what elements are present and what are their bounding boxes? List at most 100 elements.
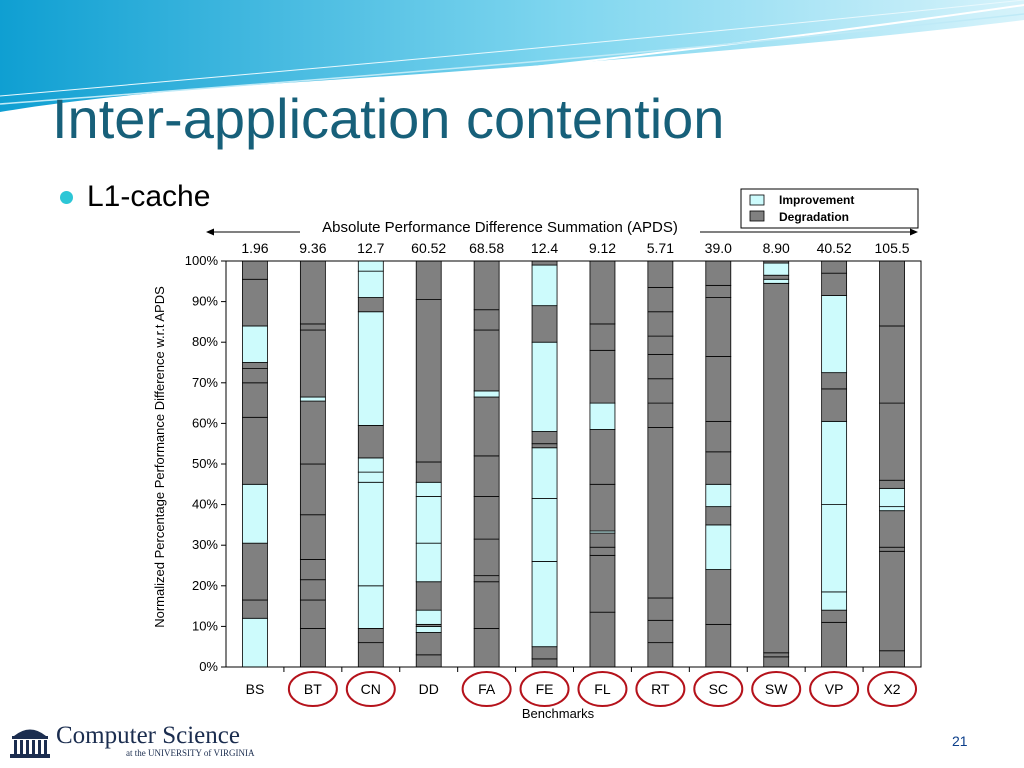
bar-segment-degradation xyxy=(589,323,616,351)
logo-name: Computer Science xyxy=(56,722,240,749)
x-tick-label: SC xyxy=(709,681,728,697)
legend-label-degradation: Degradation xyxy=(779,210,849,224)
apds-value: 105.5 xyxy=(875,240,910,256)
bar-segment-degradation xyxy=(647,286,674,313)
apds-value: 5.71 xyxy=(647,240,674,256)
y-tick-label: 80% xyxy=(192,334,218,349)
bar-segment-improvement xyxy=(531,341,558,432)
apds-value: 40.52 xyxy=(817,240,852,256)
bar-segment-degradation xyxy=(763,652,790,658)
y-tick-label: 0% xyxy=(199,659,218,674)
category-circle xyxy=(519,671,570,707)
bar-segment-improvement xyxy=(242,325,268,363)
bar-segment-degradation xyxy=(242,382,268,418)
apds-value: 9.12 xyxy=(589,240,616,256)
y-tick-label: 10% xyxy=(192,618,218,633)
category-circle xyxy=(751,671,802,707)
x-tick-label: RT xyxy=(651,681,670,697)
y-tick-label: 30% xyxy=(192,537,218,552)
bar-segment-improvement xyxy=(821,591,848,611)
bar-segment-degradation xyxy=(705,506,732,526)
bar-segment-improvement xyxy=(357,481,384,587)
bar-segment-degradation xyxy=(531,658,558,668)
bar-segment-degradation xyxy=(299,514,326,560)
bar-segment-degradation xyxy=(473,538,500,577)
bar-segment-degradation xyxy=(242,416,268,485)
apds-value: 39.0 xyxy=(705,240,732,256)
bar-segment-degradation xyxy=(299,260,326,325)
x-tick-label: FE xyxy=(536,681,554,697)
x-tick-label: FL xyxy=(594,681,611,697)
category-circle xyxy=(693,671,744,707)
x-axis-label: Benchmarks xyxy=(522,706,595,721)
category-circle xyxy=(867,671,918,707)
slide-title: Inter-application contention xyxy=(52,87,725,150)
bar-VP xyxy=(821,260,848,668)
bar-segment-degradation xyxy=(647,335,674,355)
bar-segment-degradation xyxy=(763,274,790,280)
bar-segment-degradation xyxy=(647,378,674,404)
bar-segment-degradation xyxy=(705,260,732,286)
bar-segment-degradation xyxy=(879,550,905,652)
bar-segment-degradation xyxy=(647,402,674,428)
bar-segment-improvement xyxy=(415,542,442,583)
bar-segment-degradation xyxy=(821,621,848,668)
bullet-text: L1-cache xyxy=(87,180,211,213)
apds-value: 9.36 xyxy=(299,240,326,256)
category-circle xyxy=(635,671,686,707)
category-circle xyxy=(345,671,396,707)
bar-segment-degradation xyxy=(357,628,384,644)
bar-segment-improvement xyxy=(242,617,268,668)
bar-segment-degradation xyxy=(589,532,616,548)
bar-segment-degradation xyxy=(299,559,326,581)
bar-segment-improvement xyxy=(473,390,500,398)
bar-segment-improvement xyxy=(415,626,442,633)
bar-segment-degradation xyxy=(299,599,326,629)
apds-header: Absolute Performance Difference Summatio… xyxy=(322,219,678,236)
x-tick-label: FA xyxy=(478,681,496,697)
bar-segment-degradation xyxy=(763,656,790,668)
bar-segment-degradation xyxy=(879,510,905,548)
apds-value: 12.7 xyxy=(357,240,384,256)
bar-segment-degradation xyxy=(473,496,500,540)
bar-segment-improvement xyxy=(763,278,790,284)
x-tick-label: X2 xyxy=(883,681,900,697)
x-tick-label: BS xyxy=(246,681,265,697)
bar-segment-improvement xyxy=(879,487,905,508)
bar-segment-degradation xyxy=(299,579,326,601)
legend-swatch-improvement xyxy=(749,194,765,206)
bar-segment-improvement xyxy=(415,609,442,625)
bar-segment-improvement xyxy=(415,481,442,497)
bar-segment-degradation xyxy=(299,323,326,331)
bar-segment-degradation xyxy=(415,654,442,668)
bar-SW xyxy=(763,260,790,668)
bar-segment-improvement xyxy=(821,295,848,374)
bar-segment-improvement xyxy=(415,496,442,544)
category-circle xyxy=(577,671,628,707)
bar-segment-degradation xyxy=(821,388,848,422)
bar-segment-degradation xyxy=(242,599,268,619)
bar-segment-degradation xyxy=(647,353,674,380)
bar-segment-degradation xyxy=(531,260,558,266)
bar-segment-degradation xyxy=(473,628,500,668)
y-tick-label: 100% xyxy=(185,253,219,268)
bar-segment-degradation xyxy=(705,284,732,298)
apds-value: 8.90 xyxy=(763,240,790,256)
bar-segment-degradation xyxy=(705,356,732,422)
bar-segment-degradation xyxy=(357,297,384,313)
bar-segment-degradation xyxy=(531,305,558,343)
bar-segment-improvement xyxy=(299,396,326,402)
bar-segment-improvement xyxy=(357,270,384,298)
bar-segment-degradation xyxy=(589,260,616,325)
bar-CN xyxy=(357,260,384,668)
bar-segment-degradation xyxy=(357,642,384,668)
bar-segment-improvement xyxy=(589,402,616,430)
bar-segment-degradation xyxy=(879,325,905,404)
bar-FL xyxy=(589,260,616,668)
bar-segment-degradation xyxy=(242,368,268,384)
bullet-item: L1-cache xyxy=(60,180,210,214)
bar-segment-improvement xyxy=(821,504,848,593)
bar-segment-degradation xyxy=(531,443,558,449)
bar-segment-degradation xyxy=(473,396,500,457)
bar-segment-improvement xyxy=(705,483,732,508)
